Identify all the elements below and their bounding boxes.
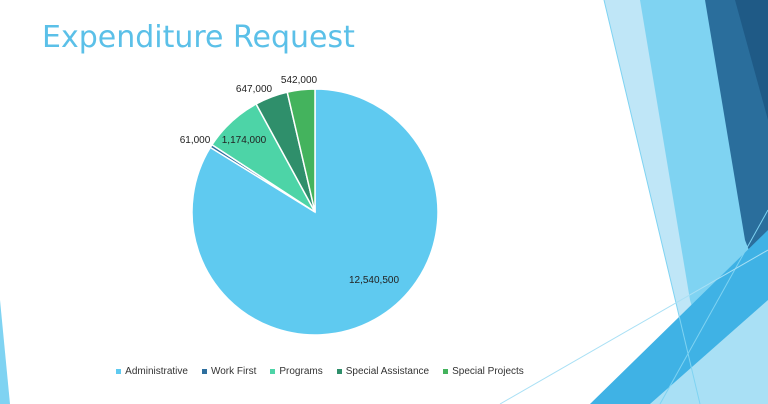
chart-legend: Administrative Work First Programs Special … [0, 366, 640, 377]
data-label-programs: 1,174,000 [222, 135, 267, 146]
legend-label: Special Projects [452, 366, 524, 377]
legend-swatch [116, 369, 122, 374]
deco-right-navy-band [735, 0, 768, 120]
data-label-administrative: 12,540,500 [349, 275, 399, 286]
legend-label: Special Assistance [345, 366, 430, 377]
legend-label: Work First [210, 366, 257, 377]
data-label-special-assistance: 647,000 [236, 84, 273, 95]
deco-thin-line-1 [603, 0, 701, 404]
data-label-work-first: 61,000 [180, 135, 211, 146]
pie-slice-special-projects [286, 88, 316, 213]
slide-title: Expenditure Request [42, 20, 355, 55]
deco-right-dark-band [705, 0, 768, 300]
legend-item-work-first: Work First [201, 366, 257, 377]
legend-item-special-projects: Special Projects [443, 366, 524, 377]
deco-bottom-right-pale-triangle [650, 300, 768, 404]
legend-swatch [201, 369, 207, 374]
deco-thin-line-3 [499, 249, 768, 404]
legend-item-administrative: Administrative [116, 366, 188, 377]
data-label-special-projects: 542,000 [281, 75, 318, 86]
deco-thin-line-2 [659, 209, 768, 404]
legend-item-special-assistance: Special Assistance [336, 366, 430, 377]
legend-label: Administrative [125, 366, 188, 377]
deco-left-sliver [0, 300, 10, 404]
legend-label: Programs [279, 366, 323, 377]
legend-swatch [270, 369, 276, 374]
legend-swatch [443, 369, 449, 374]
legend-swatch [336, 369, 342, 374]
legend-item-programs: Programs [270, 366, 323, 377]
